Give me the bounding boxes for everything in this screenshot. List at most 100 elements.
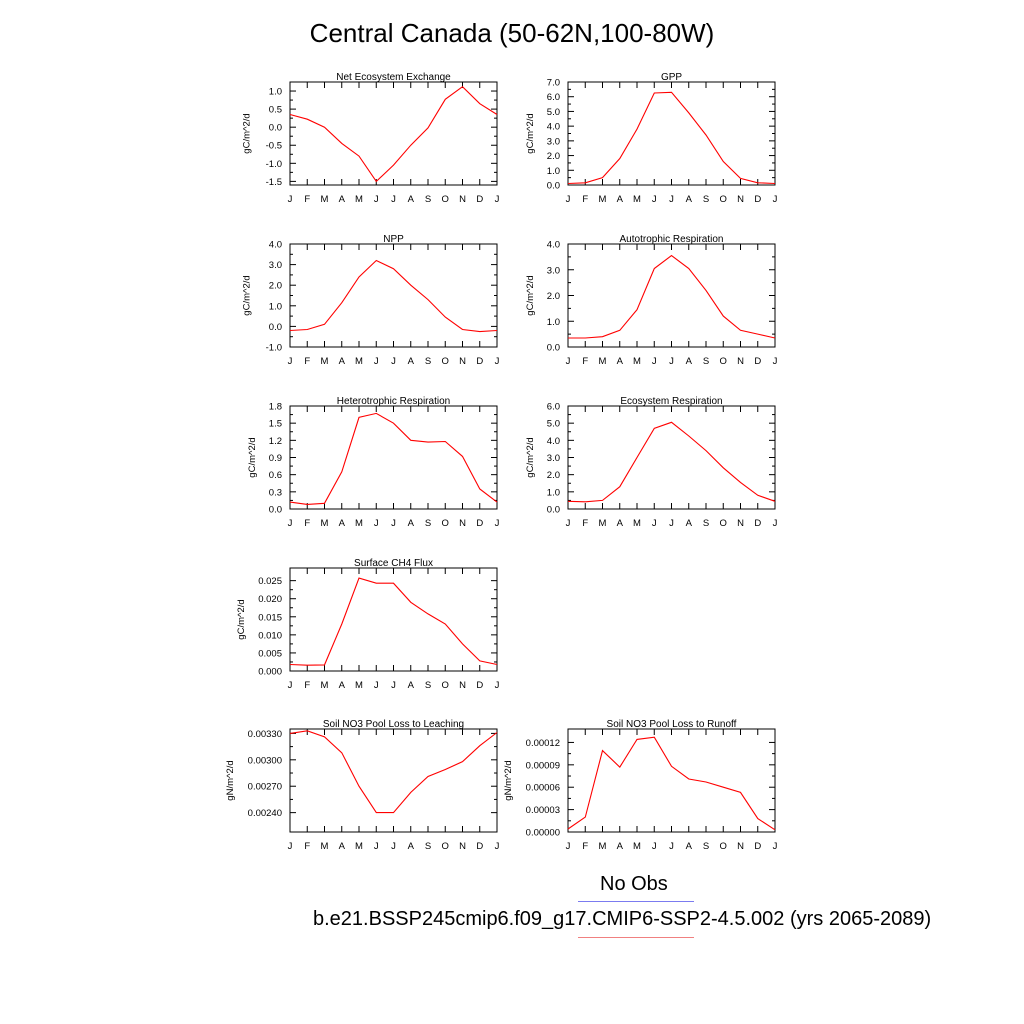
y-tick-label: 4.0 [547,240,560,251]
panel-title: Autotrophic Respiration [620,234,724,245]
y-tick-label: 5.0 [547,107,560,118]
y-tick-label: 1.0 [269,301,282,312]
x-tick-label: M [355,356,363,367]
x-tick-label: A [339,680,346,691]
x-tick-label: D [476,680,483,691]
y-tick-label: 0.0 [547,505,560,516]
x-tick-label: S [425,356,431,367]
x-tick-label: D [754,194,761,205]
legend-case-line [578,937,694,938]
x-tick-label: J [288,356,293,367]
y-tick-label: 0.025 [258,576,282,587]
x-tick-label: O [720,841,727,852]
y-tick-label: 0.0 [547,181,560,192]
panel-title: GPP [661,72,682,83]
x-tick-label: J [652,518,657,529]
x-tick-label: J [374,194,379,205]
x-tick-label: J [773,841,778,852]
page-title: Central Canada (50-62N,100-80W) [309,18,715,48]
panel-title: Net Ecosystem Exchange [336,72,451,83]
x-tick-label: D [476,841,483,852]
x-tick-label: J [374,841,379,852]
x-tick-label: J [566,841,571,852]
y-tick-label: 0.0 [269,322,282,333]
x-tick-label: M [633,841,641,852]
y-tick-label: 4.0 [547,122,560,133]
y-tick-label: 0.9 [269,453,282,464]
x-tick-label: A [686,356,693,367]
y-tick-label: 2.0 [547,470,560,481]
x-tick-label: J [374,680,379,691]
y-tick-label: -1.0 [266,343,282,354]
x-tick-label: A [408,356,415,367]
x-tick-label: O [442,194,449,205]
x-tick-label: J [391,356,396,367]
x-tick-label: J [374,518,379,529]
x-tick-label: O [442,356,449,367]
series-line [289,730,498,814]
x-tick-label: J [566,194,571,205]
x-tick-label: D [476,356,483,367]
y-tick-label: 6.0 [547,402,560,413]
series-line [567,91,776,185]
y-tick-label: 7.0 [547,78,560,89]
x-tick-label: S [703,194,709,205]
x-tick-label: O [720,356,727,367]
x-tick-label: S [703,356,709,367]
y-tick-label: 3.0 [269,260,282,271]
x-tick-label: J [652,194,657,205]
plot-frame [289,81,498,186]
panel-title: Ecosystem Respiration [620,396,722,407]
x-tick-label: J [495,680,500,691]
x-tick-label: J [495,841,500,852]
x-tick-label: N [737,356,744,367]
panel-surface-ch4-flux: J F M A M J J A S O N D J0.0250.0200.0150.0100.0050.… [236,558,500,691]
legend-obs-label: No Obs [600,873,668,895]
y-tick-label: 4.0 [269,240,282,251]
panel-autotrophic-respiration: J F M A M J J A S O N D J4.03.02.01.00.0Autotrophic … [525,234,777,367]
x-tick-label: N [459,680,466,691]
x-tick-label: N [459,194,466,205]
x-tick-label: M [633,356,641,367]
y-tick-label: 0.00006 [526,783,560,794]
x-tick-label: J [288,194,293,205]
y-tick-label: 0.0 [269,505,282,516]
y-axis-label: gC/m^2/d [525,437,536,477]
y-tick-label: 0.00240 [248,808,282,819]
y-tick-label: 1.0 [547,487,560,498]
plot-frame [289,728,498,833]
x-tick-label: J [652,841,657,852]
x-tick-label: M [633,194,641,205]
y-tick-label: 0.015 [258,612,282,623]
x-tick-label: F [304,194,310,205]
x-tick-label: S [425,841,431,852]
y-tick-label: 0.00300 [248,755,282,766]
y-tick-label: 3.0 [547,453,560,464]
x-tick-label: O [442,680,449,691]
y-tick-label: 3.0 [547,136,560,147]
panel-title: Soil NO3 Pool Loss to Leaching [323,719,464,730]
x-tick-label: M [321,194,329,205]
y-axis-label: gC/m^2/d [525,113,536,153]
y-tick-label: 0.6 [269,470,282,481]
series-line [289,577,498,666]
y-tick-label: 0.0 [547,343,560,354]
x-tick-label: N [459,356,466,367]
x-tick-label: S [425,680,431,691]
x-tick-label: J [391,841,396,852]
panel-title: Surface CH4 Flux [354,558,433,569]
panel-title: NPP [383,234,404,245]
x-tick-label: J [495,356,500,367]
series-line [289,85,498,183]
plot-frame [289,243,498,348]
x-tick-label: A [339,356,346,367]
y-tick-label: 6.0 [547,92,560,103]
y-tick-label: 2.0 [547,291,560,302]
x-tick-label: J [288,841,293,852]
y-tick-label: 0.0 [269,123,282,134]
x-tick-label: J [495,194,500,205]
y-tick-label: 0.5 [269,105,282,116]
x-tick-label: J [391,194,396,205]
x-tick-label: F [582,841,588,852]
